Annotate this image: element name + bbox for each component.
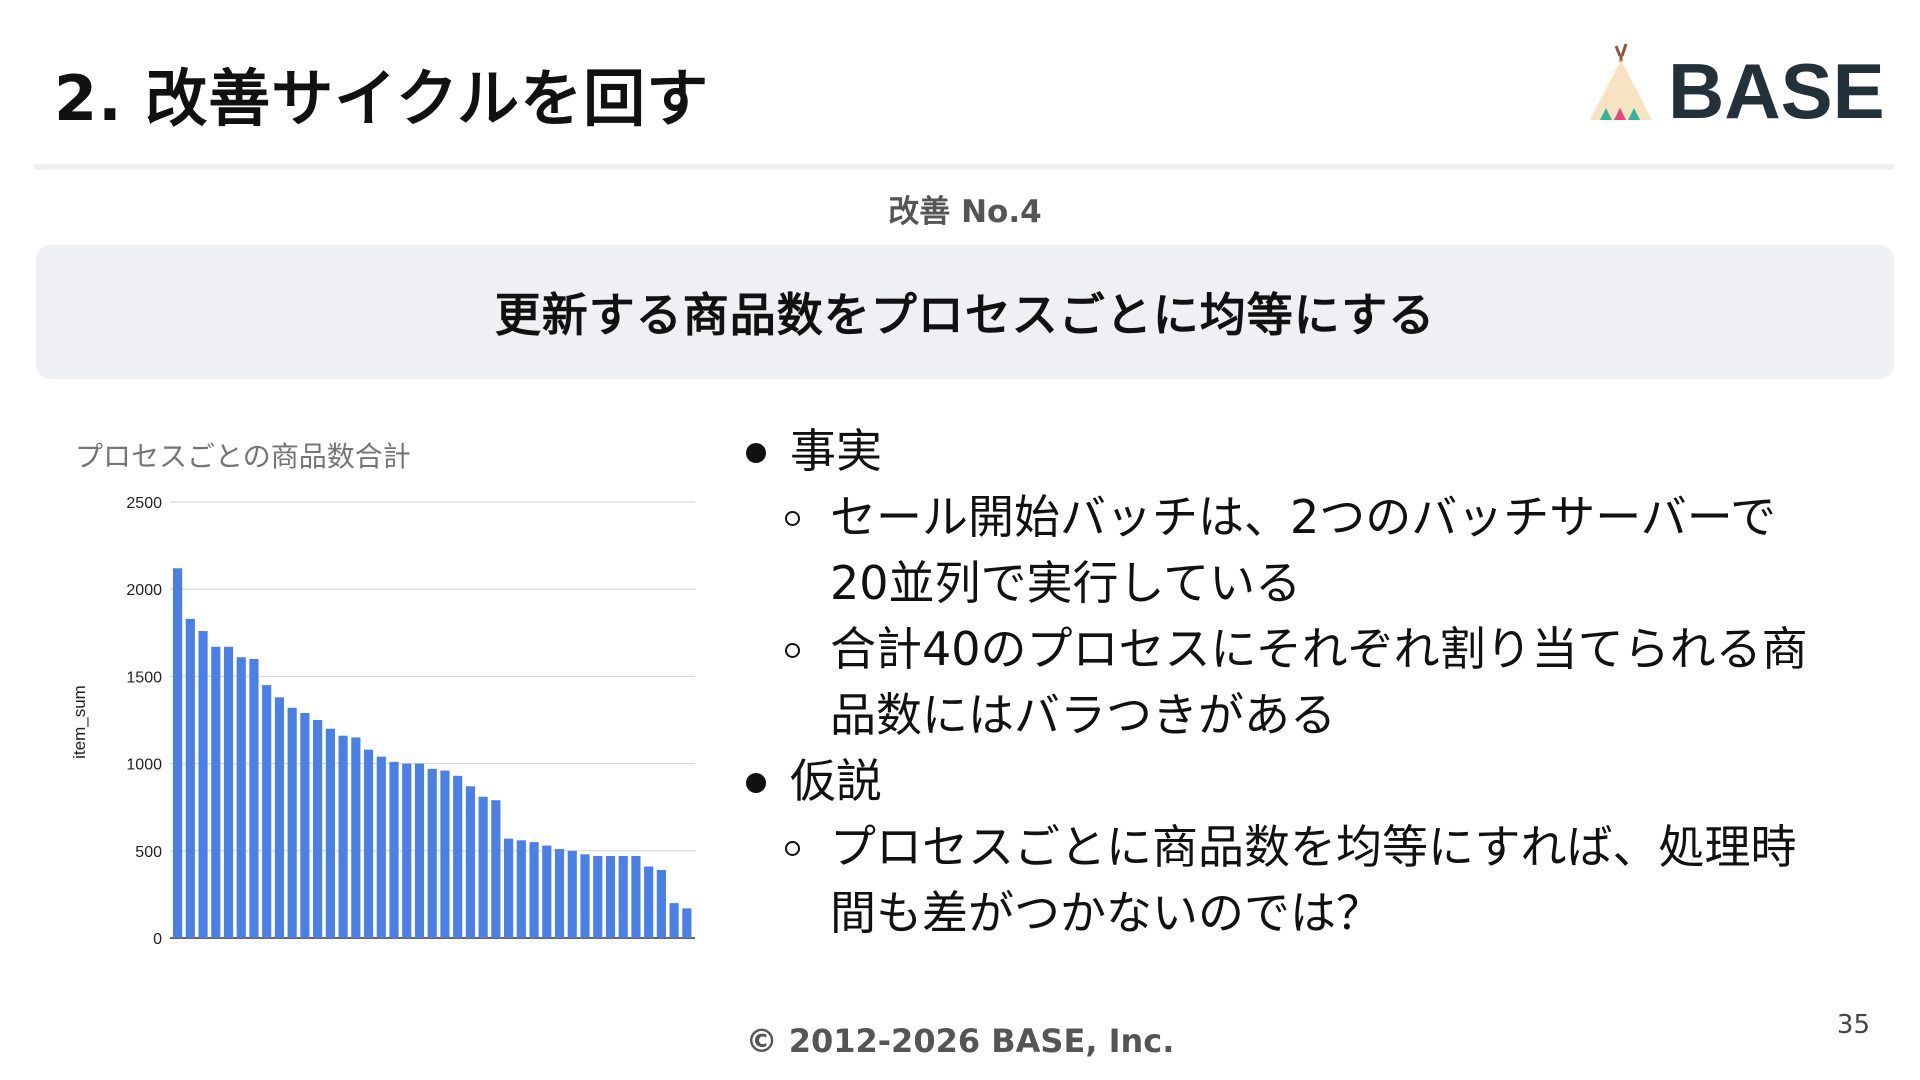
bar bbox=[478, 796, 488, 938]
subbullet-hypothesis-1: プロセスごとに商品数を均等にすれば、処理時間も差がつかないのでは？ bbox=[740, 814, 1820, 946]
logo-text: BASE bbox=[1668, 47, 1885, 135]
bar bbox=[376, 756, 386, 938]
bar bbox=[516, 840, 526, 938]
subbullet-fact-1: セール開始バッチは、2つのバッチサーバーで20並列で実行している bbox=[740, 484, 1820, 616]
base-logo: BASE bbox=[1586, 38, 1885, 135]
kaizen-number: 改善 No.4 bbox=[888, 194, 1042, 230]
bar bbox=[644, 866, 654, 938]
y-tick-label: 1500 bbox=[126, 669, 162, 686]
bar bbox=[567, 850, 577, 938]
bar bbox=[338, 735, 348, 938]
bar bbox=[236, 657, 246, 938]
bullet-list: 事実 セール開始バッチは、2つのバッチサーバーで20並列で実行している 合計40… bbox=[740, 418, 1820, 946]
bar bbox=[262, 685, 272, 938]
subbullet-fact-2: 合計40のプロセスにそれぞれ割り当てられる商品数にはバラつきがある bbox=[740, 616, 1820, 748]
y-tick-label: 1000 bbox=[126, 757, 162, 774]
bar bbox=[313, 720, 323, 938]
bar bbox=[504, 838, 514, 938]
slide-title: 2. 改善サイクルを回す bbox=[54, 62, 710, 135]
bar bbox=[427, 768, 437, 938]
bar bbox=[682, 908, 692, 938]
bar bbox=[542, 845, 552, 938]
tent-logo-icon bbox=[1590, 43, 1652, 120]
bar bbox=[529, 842, 539, 938]
bar bbox=[656, 869, 666, 938]
bar bbox=[440, 770, 450, 938]
bar bbox=[351, 737, 361, 938]
bar bbox=[618, 856, 628, 938]
items-per-process-chart: プロセスごとの商品数合計 item_sum 0 500 1000 1500 2000 25… bbox=[70, 440, 695, 948]
bar bbox=[402, 763, 412, 938]
bar bbox=[491, 800, 501, 938]
bar bbox=[287, 707, 297, 938]
bar bbox=[593, 856, 603, 938]
bar bbox=[274, 697, 285, 938]
bar bbox=[185, 618, 195, 938]
bar bbox=[580, 854, 590, 938]
y-tick-label: 2500 bbox=[126, 495, 162, 512]
chart-y-axis-label: item_sum bbox=[70, 685, 89, 759]
bar bbox=[453, 775, 463, 938]
chart-title: プロセスごとの商品数合計 bbox=[75, 440, 411, 473]
copyright: © 2012-2026 BASE, Inc. bbox=[745, 1022, 1175, 1060]
bar bbox=[605, 856, 616, 938]
page-number: 35 bbox=[1836, 1010, 1870, 1040]
bar bbox=[198, 631, 208, 938]
bar bbox=[631, 856, 641, 938]
bar bbox=[554, 849, 565, 938]
bullet-fact: 事実 bbox=[740, 418, 1820, 484]
bar bbox=[300, 713, 310, 938]
y-tick-label: 500 bbox=[135, 844, 162, 861]
headline-banner: 更新する商品数をプロセスごとに均等にする bbox=[36, 245, 1894, 379]
bar bbox=[173, 568, 183, 938]
title-divider bbox=[34, 164, 1894, 170]
bar bbox=[325, 728, 335, 938]
bullet-hypothesis: 仮説 bbox=[740, 748, 1820, 814]
bar bbox=[363, 749, 374, 938]
bar bbox=[414, 763, 425, 938]
bar bbox=[223, 646, 234, 938]
bar bbox=[249, 658, 259, 938]
y-tick-label: 2000 bbox=[126, 582, 162, 599]
bar bbox=[465, 786, 475, 938]
headline-text: 更新する商品数をプロセスごとに均等にする bbox=[494, 288, 1436, 342]
bar bbox=[669, 903, 679, 938]
bar bbox=[389, 761, 399, 938]
bar bbox=[211, 646, 221, 938]
y-tick-label: 0 bbox=[153, 931, 162, 948]
